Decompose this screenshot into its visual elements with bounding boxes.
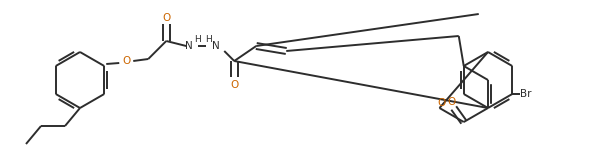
Text: Br: Br <box>520 89 532 99</box>
Text: N: N <box>212 41 220 51</box>
Text: H: H <box>194 36 201 45</box>
Text: N: N <box>185 41 193 51</box>
Text: O: O <box>447 97 456 107</box>
Text: O: O <box>122 56 130 66</box>
Text: O: O <box>437 98 446 108</box>
Text: H: H <box>205 35 212 43</box>
Text: O: O <box>230 80 238 90</box>
Text: O: O <box>162 13 171 23</box>
